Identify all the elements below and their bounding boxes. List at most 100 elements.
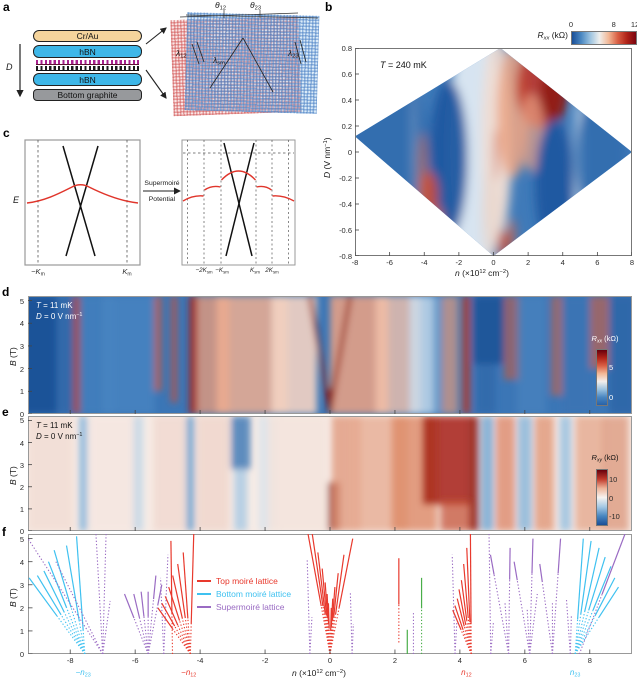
panel-e-annotation-2: D = 0 V nm−1 — [36, 432, 83, 441]
c-right-tick-3: 2Ksm — [265, 267, 279, 275]
displacement-field-label: D — [6, 62, 13, 72]
f-axis-marker-0: −n23 — [75, 668, 91, 679]
zoom-arrow-top — [145, 27, 167, 45]
rxx-nd-heatmap — [355, 48, 632, 256]
b-xtick: -8 — [351, 258, 359, 267]
f-xtick: -8 — [66, 656, 74, 665]
b-ytick: -0.6 — [339, 226, 352, 235]
b-ytick: -0.4 — [339, 200, 352, 209]
energy-axis-label: E — [13, 195, 20, 205]
panel-b-colorbar — [571, 31, 637, 45]
f-xtick: -4 — [196, 656, 204, 665]
b-xtick: -2 — [455, 258, 463, 267]
panel-b-label: b — [325, 0, 333, 14]
e-ytick: 0 — [19, 527, 24, 536]
f-ytick: 5 — [19, 534, 24, 544]
colorbar-e-tick: -10 — [609, 512, 620, 522]
f-xtick: 8 — [587, 656, 592, 665]
b-xtick: 2 — [526, 258, 531, 267]
colorbar-d-tick: 0 — [609, 393, 614, 403]
legend-label-supermoire: Supermoiré lattice — [216, 601, 285, 612]
panel-d-label: d — [2, 285, 10, 299]
panel-c-label: c — [3, 126, 10, 140]
b-ytick: -0.2 — [339, 174, 352, 183]
panel-b-xlabel: n (×1012 cm−2) — [455, 268, 509, 278]
panel-e-label: e — [2, 405, 9, 419]
layer-hbn-top-label: hBN — [79, 46, 96, 57]
f-xtick: -6 — [131, 656, 139, 665]
fan-lines — [28, 534, 626, 654]
d-ytick: 4 — [19, 319, 24, 329]
e-ytick: 4 — [19, 438, 24, 448]
graphene-layer-top — [36, 60, 139, 65]
layer-cr-au: Cr/Au — [33, 30, 142, 42]
colorbar-b-tick: 0 — [568, 20, 574, 29]
b-ytick: -0.8 — [339, 252, 352, 261]
panel-b-annotation: T = 240 mK — [380, 60, 427, 70]
b-xtick: 4 — [560, 258, 565, 267]
f-ytick: 0 — [19, 650, 24, 659]
legend-item-top-moire: Top moiré lattice — [197, 574, 291, 587]
c-left-tick-0: −Km — [31, 267, 45, 278]
b-ytick: 0.2 — [341, 122, 352, 131]
theta12-label: θ12 — [215, 0, 227, 12]
theta23-label: θ23 — [250, 0, 262, 12]
f-ytick: 1 — [19, 626, 24, 636]
f-axis-marker-3: n23 — [569, 668, 581, 679]
layer-bottom-graphite: Bottom graphite — [33, 89, 142, 101]
colorbar-e-tick: 10 — [609, 474, 618, 484]
band-structure-diagrams — [24, 139, 296, 266]
e-ytick: 3 — [19, 460, 24, 470]
e-ytick: 2 — [19, 482, 24, 492]
moire-pattern — [170, 12, 320, 118]
graphene-layer-bottom — [36, 66, 139, 71]
panel-f-xlabel: n (×1012 cm−2) — [292, 668, 346, 678]
supermoire-arrow-label-1: Supermoiré — [144, 180, 180, 187]
panel-d-annotation-1: T = 11 mK — [36, 301, 73, 310]
f-ytick: 2 — [19, 603, 24, 613]
d-ytick: 0 — [19, 410, 24, 419]
f-xtick: 2 — [392, 656, 398, 665]
zoom-arrow-bottom — [145, 69, 167, 99]
legend-item-bottom-moire: Bottom moiré lattice — [197, 587, 291, 600]
rxx-fan-heatmap — [28, 296, 632, 414]
panel-a-label: a — [3, 0, 10, 14]
panel-f-label: f — [2, 525, 6, 539]
d-ytick: 3 — [19, 341, 24, 351]
device-schematic-arrows — [16, 27, 167, 99]
panel-e-colorbar-label: Rxy (kΩ) — [591, 453, 619, 464]
colorbar-b-tick: 8 — [611, 20, 616, 29]
layer-hbn-bottom-label: hBN — [79, 74, 96, 85]
f-xtick: -2 — [261, 656, 269, 665]
legend-label-bottom-moire: Bottom moiré lattice — [216, 588, 292, 599]
layer-bottom-graphite-label: Bottom graphite — [57, 90, 118, 100]
c-right-tick-2: Ksm — [250, 267, 260, 275]
c-right-tick-1: −Ksm — [215, 267, 229, 275]
c-left-tick-1: Km — [122, 267, 132, 278]
legend-swatch-red — [197, 579, 211, 582]
legend-label-top-moire: Top moiré lattice — [216, 575, 278, 586]
f-ytick: 3 — [19, 580, 24, 590]
colorbar-b-tick: 12 — [630, 20, 637, 29]
layer-hbn-bottom: hBN — [33, 73, 142, 86]
landau-fan-diagram — [28, 534, 632, 654]
d-ytick: 1 — [19, 387, 24, 397]
layer-cr-au-label: Cr/Au — [76, 31, 99, 41]
lambdasm-label: λsm — [213, 55, 225, 67]
panel-d-colorbar-label: Rxx (kΩ) — [591, 334, 619, 345]
panel-d-ylabel: B (T) — [8, 347, 18, 366]
f-ytick: 4 — [19, 557, 24, 567]
b-xtick: 0 — [491, 258, 496, 267]
colorbar-e-tick: 0 — [609, 493, 614, 503]
f-axis-marker-2: n12 — [461, 668, 472, 679]
lambda23-label: λ23 — [288, 48, 299, 60]
b-ytick: 0 — [347, 148, 352, 157]
panel-f-ylabel: B (T) — [8, 588, 18, 607]
layer-hbn-top: hBN — [33, 45, 142, 58]
legend-item-supermoire: Supermoiré lattice — [197, 600, 291, 613]
d-ytick: 2 — [19, 364, 24, 374]
c-right-tick-0: −2Ksm — [195, 267, 213, 275]
moire-layer-23 — [184, 12, 320, 114]
b-xtick: -6 — [386, 258, 393, 267]
